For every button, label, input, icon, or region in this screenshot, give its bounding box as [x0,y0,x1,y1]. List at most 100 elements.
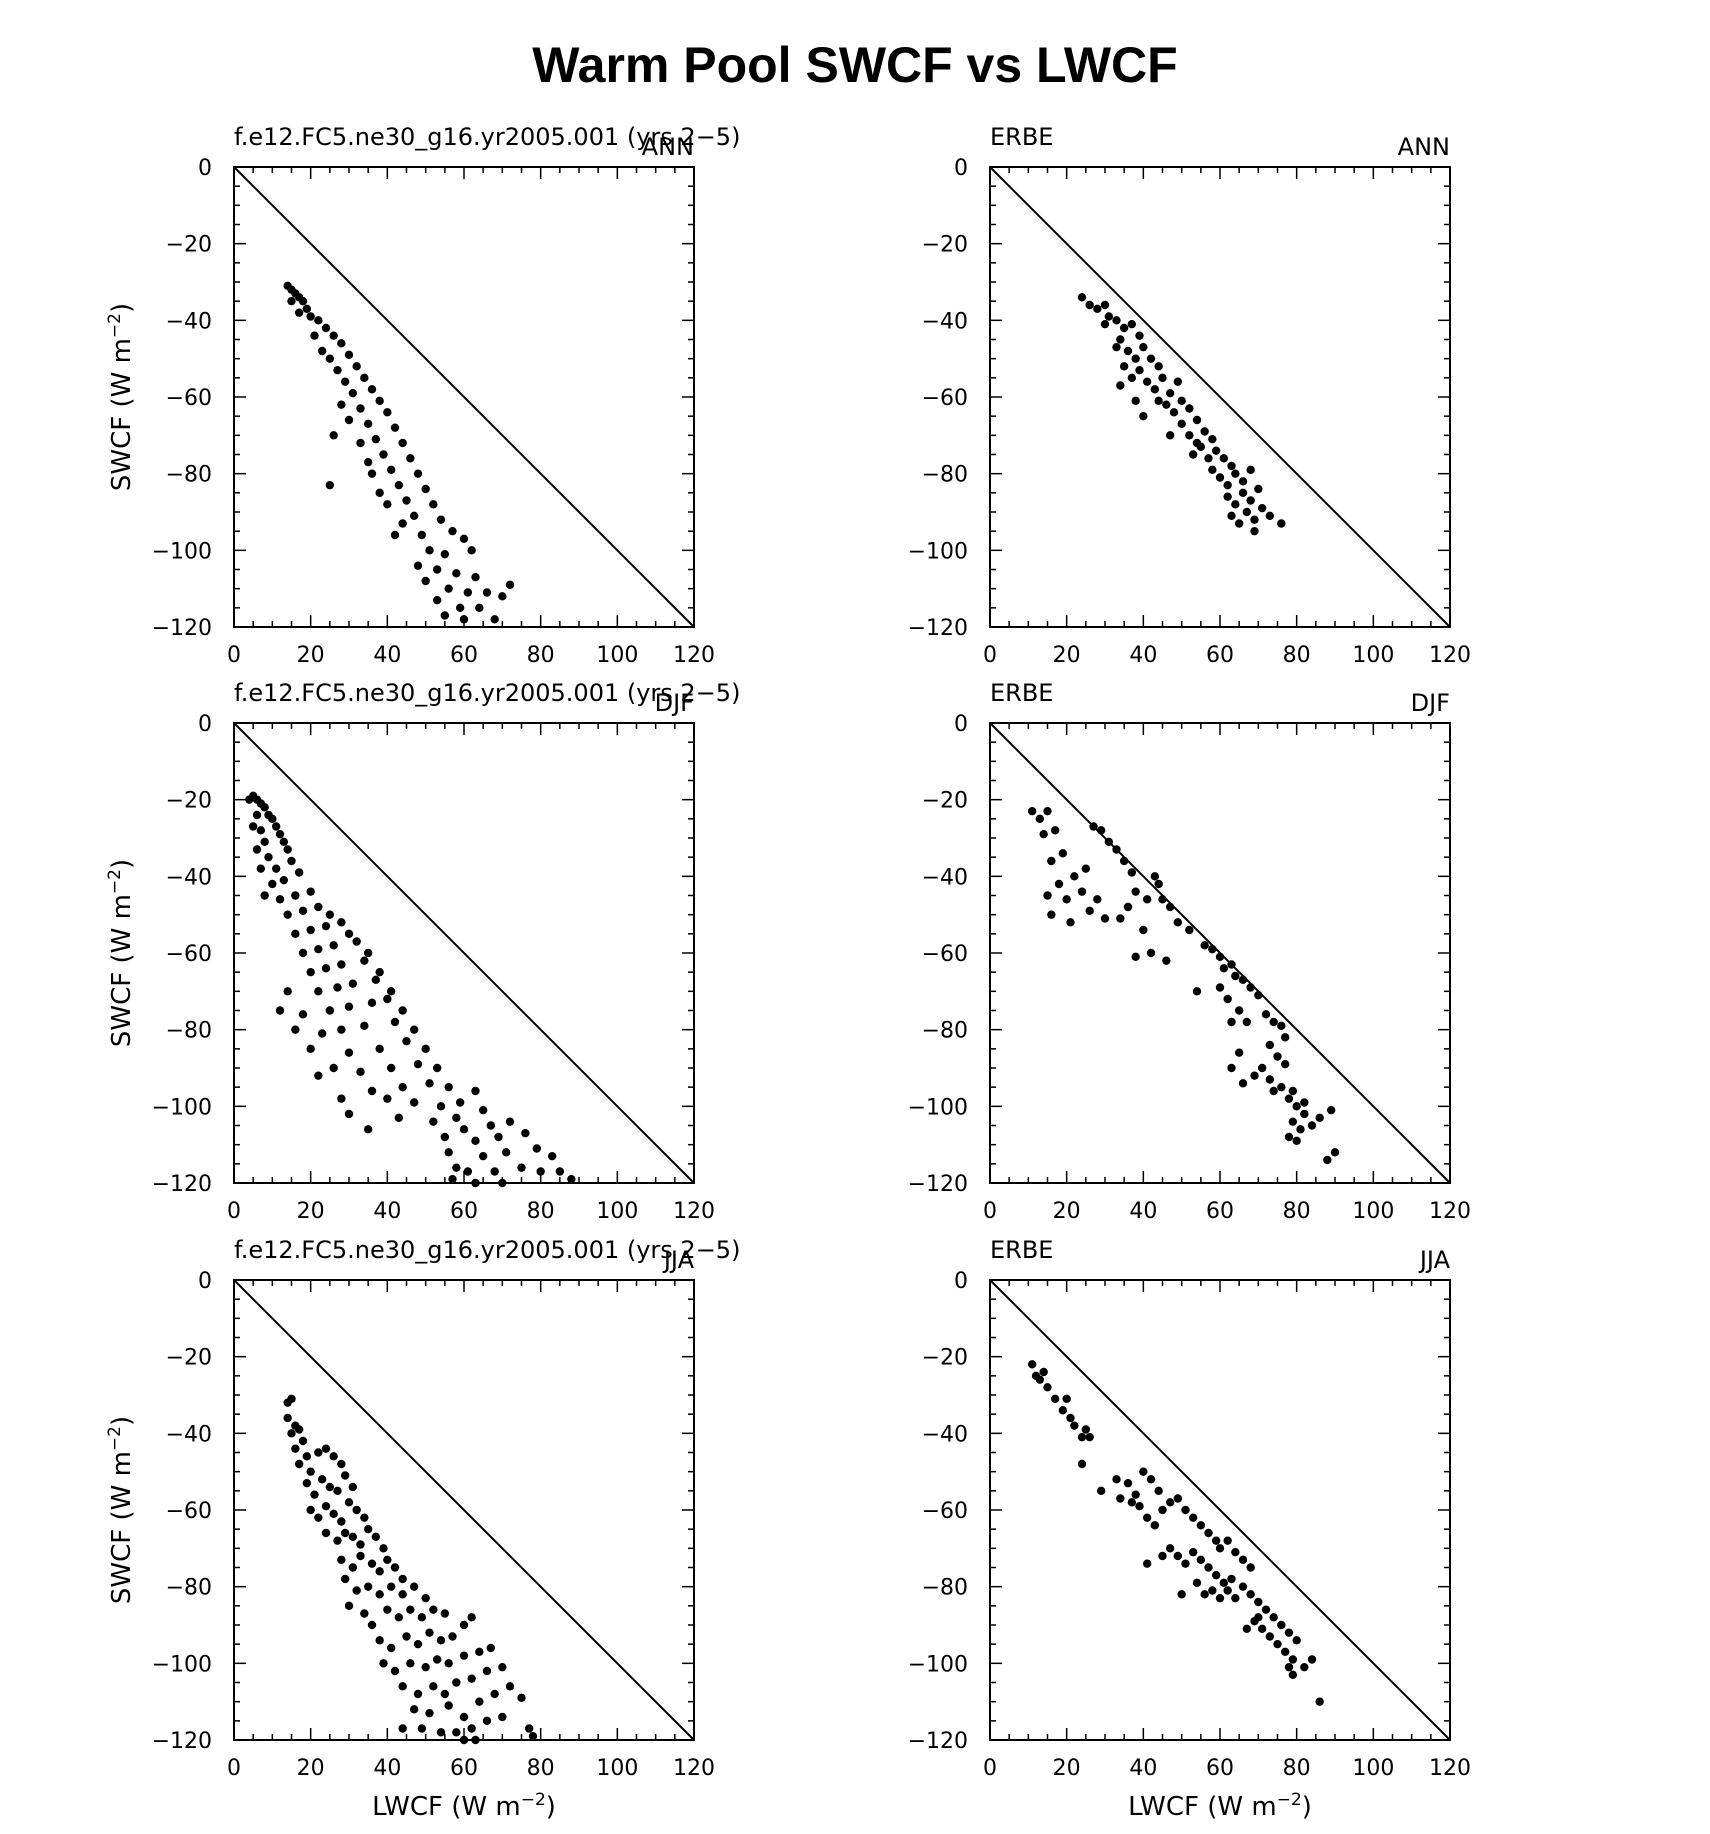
data-point [1211,1570,1221,1580]
data-point [505,1682,515,1691]
data-point [1300,1662,1309,1672]
data-point [337,1094,346,1103]
data-point [467,546,476,555]
data-point [340,1471,350,1480]
data-point [1277,519,1286,528]
data-point [329,941,338,950]
y-tick-label: −120 [152,1172,212,1197]
data-point [333,1536,342,1545]
data-point [1223,994,1232,1004]
data-point [306,925,315,935]
y-tick-label: −120 [908,1172,968,1197]
data-point [287,296,296,306]
x-tick-label: 100 [596,1756,638,1781]
data-point [360,956,369,965]
data-point [436,1636,446,1645]
data-point [1219,1578,1229,1588]
data-point [1269,1613,1278,1622]
data-point [325,910,335,919]
data-point [1265,511,1275,521]
data-point [329,1509,338,1519]
data-point [363,1524,373,1534]
x-tick-label: 40 [373,1199,401,1224]
plot-frame [989,1279,1451,1741]
data-point [1219,454,1229,463]
y-tick-label: 0 [198,1269,212,1294]
data-point [1265,1040,1275,1050]
data-point [1035,1375,1045,1384]
y-axis-title-text: SWCF (W m [107,338,137,491]
data-point [252,845,262,854]
data-point [1077,293,1087,302]
data-point [314,1071,323,1080]
y-axis-title-text: SWCF (W m [107,1451,137,1604]
data-point [1315,1113,1324,1123]
data-point [1215,1593,1225,1603]
y-tick-label: −120 [908,1729,968,1754]
data-point [1284,1094,1294,1103]
data-point [1062,895,1071,904]
panel-left-label: f.e12.FC5.ne30_g16.yr2005.001 (yrs 2−5) [234,1236,740,1264]
y-axis-title-exponent: −2 [105,1426,125,1451]
data-point [371,434,381,444]
data-point [398,1724,407,1733]
data-point [1127,868,1137,877]
data-point [1246,465,1255,475]
data-point [1173,377,1183,386]
panel-left-label: ERBE [990,679,1053,707]
data-point [367,385,377,394]
y-tick-label: −20 [922,233,968,258]
data-point [1181,1559,1190,1568]
data-point [402,496,411,505]
data-point [1257,1063,1267,1073]
y-tick-label: −20 [922,789,968,814]
data-point [1035,814,1045,824]
data-point [505,580,515,590]
data-point [1292,1136,1301,1146]
data-point [440,1689,450,1699]
data-point [329,331,338,340]
data-point [459,615,469,624]
data-point [302,1452,312,1461]
data-point [367,998,377,1008]
data-point [375,1636,384,1645]
plot-frame [989,722,1451,1184]
data-point [1246,983,1255,992]
data-point [452,1113,461,1123]
data-point [283,1413,292,1423]
x-tick-label: 100 [1352,1199,1394,1224]
data-point [1043,806,1052,816]
x-tick-label: 120 [673,1756,715,1781]
x-tick-label: 80 [527,1756,555,1781]
data-point [337,1517,346,1526]
data-point [486,1643,496,1653]
data-point [321,1444,331,1453]
y-tick-label: 0 [198,156,212,181]
data-point [1254,990,1263,1000]
data-point [1131,354,1140,363]
data-point [1139,411,1148,421]
data-point [417,530,427,540]
data-point [1242,1624,1252,1634]
x-tick-label: 100 [596,1199,638,1224]
data-point [1227,1063,1236,1073]
data-point [1238,975,1248,985]
y-tick-label: −120 [908,616,968,641]
data-point [314,1513,323,1522]
x-axis-title-close: ) [1302,1792,1312,1822]
data-point [429,1605,438,1614]
data-point [1215,952,1225,962]
data-points [283,281,515,624]
x-tick-label: 80 [1283,643,1311,668]
data-point [517,1163,526,1172]
y-tick-label: −60 [922,1499,968,1524]
data-point [360,1513,369,1522]
data-point [1047,856,1056,866]
data-point [1204,454,1213,463]
data-point [1116,1494,1125,1503]
data-point [306,312,315,321]
y-tick-label: −80 [166,463,212,488]
data-point [337,918,346,927]
data-point [467,1613,476,1622]
data-point [471,1178,480,1188]
